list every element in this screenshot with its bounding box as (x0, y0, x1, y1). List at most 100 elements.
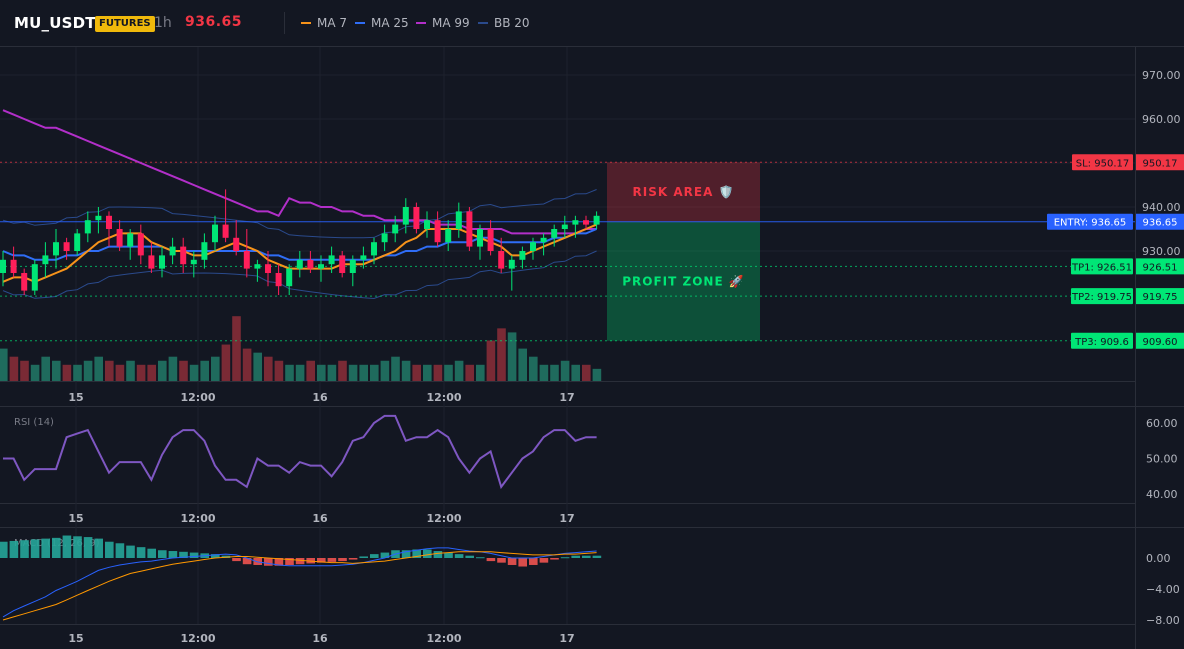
volume-bar (73, 364, 82, 381)
volume-bar (518, 348, 527, 381)
candle-body (254, 264, 261, 269)
candle-body (307, 259, 314, 269)
legend-item-ma25[interactable]: MA 25 (355, 16, 409, 30)
macd-histogram-bar (295, 558, 305, 565)
candle-body (498, 251, 505, 269)
macd-histogram-bar (158, 550, 167, 558)
volume-bar (423, 364, 432, 381)
macd-histogram-bar (359, 556, 368, 558)
volume-bar (412, 364, 421, 381)
legend-label: BB 20 (494, 16, 530, 30)
time-axis-label: 16 (312, 391, 328, 404)
macd-histogram-bar (454, 554, 464, 558)
time-axes[interactable]: 15 12:00 16 12:00 17 15 12:00 16 12:00 17 15 12:00 1… (68, 391, 574, 645)
time-axis-label: 15 (68, 632, 83, 645)
candle-body (116, 229, 123, 247)
candle-body (477, 229, 483, 247)
level-price-label: 909.60 (1143, 337, 1178, 348)
volume-bar (136, 364, 146, 381)
candle-body (243, 251, 250, 269)
volume-bar (9, 356, 19, 381)
volume-bar (52, 360, 61, 381)
candle-body (84, 220, 91, 234)
volume-bar (550, 364, 559, 381)
legend-item-ma7[interactable]: MA 7 (301, 16, 347, 30)
zone-label: RISK AREA 🛡️ (633, 185, 735, 199)
risk-zone (607, 162, 760, 222)
volume-bar (391, 356, 400, 381)
time-axis-label: 17 (559, 632, 574, 645)
volume-bar (253, 352, 262, 381)
candle-body (551, 229, 558, 238)
volume-bar (571, 364, 580, 381)
time-axis-label: 16 (312, 512, 328, 525)
volume-bar (285, 364, 294, 381)
candle-body (190, 259, 197, 265)
macd-histogram-bar (9, 540, 19, 558)
rsi-tick-label: 50.00 (1146, 453, 1178, 466)
candle-body (540, 237, 547, 243)
time-axis-label: 15 (68, 391, 83, 404)
macd-histogram-bar (105, 541, 114, 558)
level-price-bg (1136, 213, 1184, 230)
candle-body (63, 242, 70, 251)
level-tag-bg (1071, 288, 1133, 305)
candle-body (561, 224, 568, 229)
candle-body (360, 255, 367, 260)
candle-body (583, 220, 589, 225)
bb-lower-line (2, 250, 597, 300)
macd-histogram-bar (423, 549, 432, 558)
macd-histogram-bar (348, 558, 358, 560)
macd-histogram-bar (444, 552, 453, 558)
volume-bar (401, 360, 411, 381)
time-axis-label: 12:00 (426, 512, 461, 525)
candle-body (265, 264, 271, 273)
legend-swatch (478, 22, 488, 24)
level-price-label: 936.65 (1143, 218, 1178, 229)
candle-body (434, 220, 441, 243)
candle-body (318, 264, 324, 269)
candle-body (180, 246, 187, 265)
volume-bar (221, 344, 231, 381)
macd-histogram-bar (327, 558, 337, 562)
symbol-name[interactable]: MU_USDT (14, 14, 96, 32)
volume-bar (592, 368, 602, 381)
macd-signal-line (2, 551, 597, 621)
candle-body (137, 233, 144, 256)
candle-body (159, 255, 165, 269)
macd-histogram-bar (73, 536, 82, 558)
macd-histogram-bar (211, 554, 220, 558)
time-axis-label: 12:00 (180, 512, 215, 525)
macd-histogram-bar (232, 558, 241, 562)
time-axis-label: 12:00 (426, 632, 461, 645)
time-axis-label: 12:00 (426, 391, 461, 404)
legend-item-bb20[interactable]: BB 20 (478, 16, 530, 30)
candle-body (455, 211, 462, 229)
candle-body (21, 273, 28, 291)
header-divider (284, 12, 285, 34)
level-tag-bg (1047, 213, 1133, 230)
legend-item-ma99[interactable]: MA 99 (416, 16, 470, 30)
macd-histogram-bar (582, 555, 591, 558)
volume-bar (497, 328, 506, 381)
macd-histogram-bar (30, 539, 40, 558)
profit-zone (607, 221, 760, 341)
candle-body (508, 259, 515, 269)
volume-bar (529, 356, 538, 381)
volume-bar (348, 364, 358, 381)
volume-bar (317, 364, 326, 381)
macd-histogram-bar (274, 558, 284, 566)
candles (0, 189, 600, 295)
volume-bar (179, 360, 188, 381)
volume-bar (62, 364, 72, 381)
macd-histogram-bar (412, 549, 421, 558)
timeframe-label[interactable]: 1h (154, 15, 172, 31)
volume-bar (295, 364, 305, 381)
chart-background (0, 46, 1184, 649)
macd-histogram-bar (529, 558, 538, 565)
candle-body (222, 224, 229, 238)
candle-body (381, 233, 388, 243)
macd-tick-label: −8.00 (1146, 614, 1180, 627)
candle-body (169, 246, 176, 256)
